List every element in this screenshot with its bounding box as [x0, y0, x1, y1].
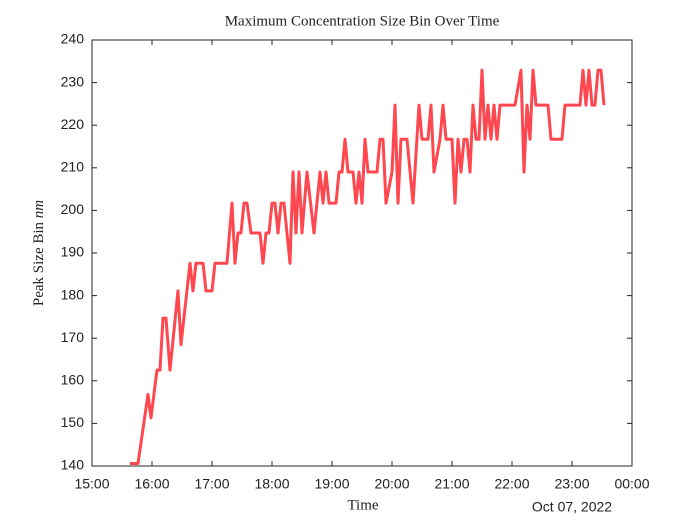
x-tick-label: 21:00	[434, 476, 469, 492]
y-tick-label: 220	[61, 116, 85, 132]
chart-title: Maximum Concentration Size Bin Over Time	[225, 13, 500, 29]
x-tick-label: 17:00	[194, 476, 229, 492]
x-tick-label: 15:00	[74, 476, 109, 492]
y-label-text: Peak Size Bin	[31, 221, 47, 306]
y-label-unit: nm	[31, 200, 47, 219]
x-tick-label: 23:00	[554, 476, 589, 492]
y-tick-label: 160	[61, 372, 85, 388]
x-tick-label: 22:00	[494, 476, 529, 492]
x-tick-label: 00:00	[614, 476, 649, 492]
x-tick-label: 18:00	[254, 476, 289, 492]
y-tick-label: 170	[61, 329, 85, 345]
y-tick-label: 190	[61, 244, 85, 260]
y-tick-label: 150	[61, 414, 85, 430]
x-date-label: Oct 07, 2022	[532, 499, 612, 515]
y-tick-label: 210	[61, 159, 85, 175]
x-axis-label: Time	[347, 497, 378, 513]
y-tick-label: 240	[61, 31, 85, 47]
x-tick-label: 19:00	[314, 476, 349, 492]
y-tick-label: 230	[61, 73, 85, 89]
y-tick-label: 180	[61, 286, 85, 302]
x-tick-label: 16:00	[134, 476, 169, 492]
axes-box	[91, 39, 633, 467]
y-axis-label: Peak Size Bin nm	[31, 200, 47, 306]
data-line	[129, 68, 606, 465]
y-tick-label: 200	[61, 201, 85, 217]
y-tick-label: 140	[61, 457, 85, 473]
x-tick-label: 20:00	[374, 476, 409, 492]
